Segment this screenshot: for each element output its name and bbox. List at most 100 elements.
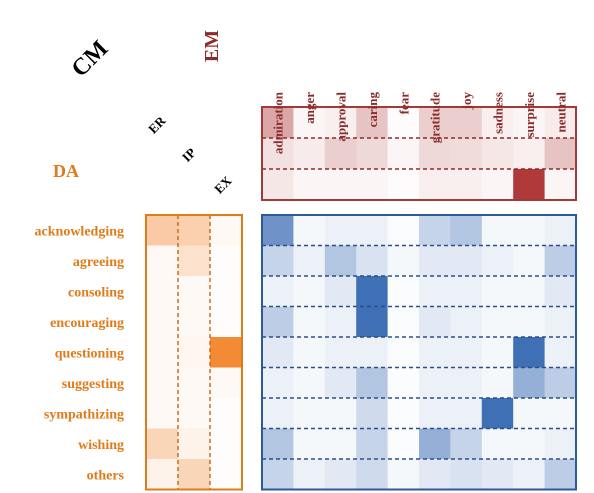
cm-em-cell-ER-surprise — [513, 107, 545, 139]
cm-em-cell-EX-joy — [450, 169, 483, 201]
da-label-acknowledging: acknowledging — [35, 224, 124, 239]
da-cm-cell-encouraging-EX — [210, 306, 243, 338]
da-label-agreeing: agreeing — [73, 255, 124, 270]
cm-em-cell-EX-surprise — [513, 169, 545, 201]
cm-em-cell-IP-joy — [450, 138, 483, 170]
da-em-cell-sympathizing-gratitude — [419, 398, 451, 429]
da-em-cell-questioning-sadness — [481, 337, 514, 368]
da-em-cell-encouraging-surprise — [513, 306, 545, 338]
da-em-cell-encouraging-joy — [450, 306, 483, 338]
da-em-cell-consoling-approval — [324, 276, 357, 307]
da-em-cell-acknowledging-caring — [356, 215, 388, 246]
cm-axis-labels: ER IP EX — [145, 113, 235, 197]
em-label-anger: anger — [302, 92, 317, 124]
cm-em-cell-ER-anger — [293, 107, 326, 139]
da-cm-cell-others-IP — [178, 459, 211, 490]
da-em-cell-agreeing-surprise — [513, 245, 545, 277]
da-cm-cell-encouraging-ER — [146, 306, 179, 338]
em-label-surprise: surprise — [522, 92, 537, 138]
da-em-cell-others-admiration — [262, 459, 294, 490]
da-em-cell-wishing-neutral — [544, 428, 577, 460]
cm-em-cell-IP-gratitude — [419, 138, 451, 170]
da-em-cell-others-approval — [324, 459, 357, 490]
da-cm-cell-questioning-IP — [178, 337, 211, 368]
cm-em-cell-ER-sadness — [481, 107, 514, 139]
da-em-cell-acknowledging-sadness — [481, 215, 514, 246]
da-cm-cell-encouraging-IP — [178, 306, 211, 338]
cm-em-cell-ER-approval — [324, 107, 357, 139]
cm-em-cell-ER-admiration — [262, 107, 294, 139]
em-label-caring: caring — [365, 92, 380, 128]
da-em-cell-agreeing-sadness — [481, 245, 514, 277]
cm-label-IP: IP — [179, 145, 199, 165]
da-cm-cell-sympathizing-EX — [210, 398, 243, 429]
da-em-cell-wishing-gratitude — [419, 428, 451, 460]
cm-em-cell-EX-admiration — [262, 169, 294, 201]
da-em-cell-consoling-surprise — [513, 276, 545, 307]
da-em-cell-acknowledging-neutral — [544, 215, 577, 246]
da-cm-cell-consoling-ER — [146, 276, 179, 307]
da-cm-cell-agreeing-ER — [146, 245, 179, 277]
da-em-cell-sympathizing-neutral — [544, 398, 577, 429]
da-em-cell-others-gratitude — [419, 459, 451, 490]
da-cm-cell-agreeing-IP — [178, 245, 211, 277]
em-label-sadness: sadness — [491, 92, 506, 134]
cm-em-cell-ER-joy — [450, 107, 483, 139]
da-cm-cell-others-EX — [210, 459, 243, 490]
cm-em-cell-IP-admiration — [262, 138, 294, 170]
da-em-cell-consoling-sadness — [481, 276, 514, 307]
da-em-cell-encouraging-neutral — [544, 306, 577, 338]
da-em-cell-encouraging-sadness — [481, 306, 514, 338]
da-em-cell-questioning-surprise — [513, 337, 545, 368]
da-em-cell-questioning-joy — [450, 337, 483, 368]
da-em-cell-questioning-admiration — [262, 337, 294, 368]
da-em-cell-wishing-sadness — [481, 428, 514, 460]
da-em-cell-suggesting-fear — [387, 367, 420, 399]
da-label-wishing: wishing — [78, 438, 124, 453]
da-label-encouraging: encouraging — [50, 316, 124, 331]
cm-em-cell-IP-surprise — [513, 138, 545, 170]
cm-em-cell-EX-neutral — [544, 169, 577, 201]
da-label-questioning: questioning — [55, 346, 124, 361]
da-em-cell-acknowledging-anger — [293, 215, 326, 246]
da-cm-cell-acknowledging-IP — [178, 215, 211, 246]
da-cm-cell-acknowledging-EX — [210, 215, 243, 246]
da-em-cell-questioning-gratitude — [419, 337, 451, 368]
cm-em-cell-ER-gratitude — [419, 107, 451, 139]
em-axis-labels: admiration anger approval caring fear gratitu… — [271, 91, 569, 154]
da-em-cell-sympathizing-admiration — [262, 398, 294, 429]
da-cm-cell-wishing-EX — [210, 428, 243, 460]
da-em-cell-encouraging-gratitude — [419, 306, 451, 338]
em-label-joy: joy — [459, 92, 474, 111]
da-axis-labels: acknowledging agreeing consoling encouragin… — [35, 224, 125, 483]
da-em-cell-questioning-caring — [356, 337, 388, 368]
da-cm-cell-consoling-EX — [210, 276, 243, 307]
da-em-cell-encouraging-fear — [387, 306, 420, 338]
cm-em-cell-EX-fear — [387, 169, 420, 201]
cm-em-cell-EX-caring — [356, 169, 388, 201]
da-em-cell-others-joy — [450, 459, 483, 490]
da-cm-cell-questioning-EX — [210, 337, 243, 368]
da-em-cell-others-neutral — [544, 459, 577, 490]
da-em-cell-consoling-fear — [387, 276, 420, 307]
cm-em-cell-EX-gratitude — [419, 169, 451, 201]
da-label-sympathizing: sympathizing — [44, 407, 124, 422]
da-em-cell-acknowledging-joy — [450, 215, 483, 246]
em-label-approval: approval — [334, 92, 349, 142]
cm-em-cell-IP-sadness — [481, 138, 514, 170]
da-em-cell-suggesting-joy — [450, 367, 483, 399]
da-em-cell-agreeing-caring — [356, 245, 388, 277]
da-em-cell-consoling-admiration — [262, 276, 294, 307]
da-em-cell-sympathizing-caring — [356, 398, 388, 429]
da-em-cell-encouraging-caring — [356, 306, 388, 338]
da-em-cell-suggesting-neutral — [544, 367, 577, 399]
da-em-cell-agreeing-anger — [293, 245, 326, 277]
em-title: EM — [201, 30, 223, 62]
da-em-cell-wishing-caring — [356, 428, 388, 460]
cm-em-cell-IP-anger — [293, 138, 326, 170]
da-cm-cell-questioning-ER — [146, 337, 179, 368]
da-cm-frame — [145, 214, 243, 491]
da-cm-cell-suggesting-EX — [210, 367, 243, 399]
da-em-cell-agreeing-approval — [324, 245, 357, 277]
